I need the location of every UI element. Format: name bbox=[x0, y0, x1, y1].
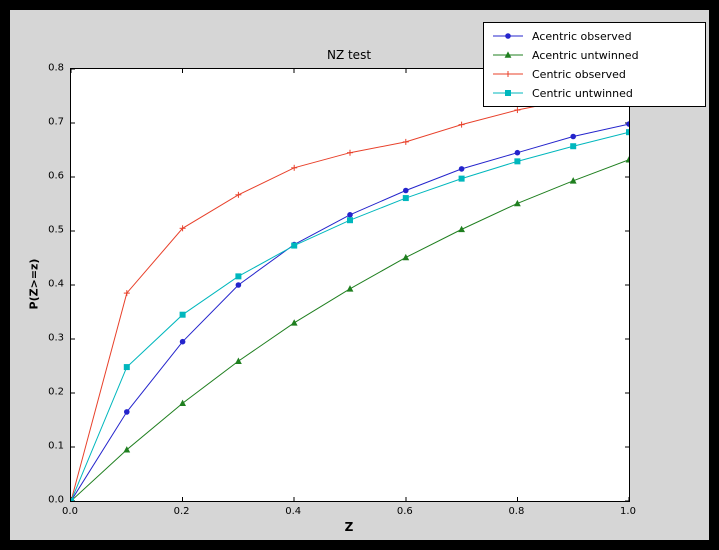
x-tick-label: 0.0 bbox=[62, 506, 78, 517]
y-tick-label: 0.4 bbox=[48, 278, 64, 290]
y-tick-label: 0.7 bbox=[48, 116, 64, 128]
legend-entry: Acentric observed bbox=[491, 28, 698, 44]
legend-entry: Acentric untwinned bbox=[491, 47, 698, 63]
y-tick-label: 0.6 bbox=[48, 170, 64, 182]
legend-line-sample bbox=[493, 71, 523, 77]
y-tick-label: 0.1 bbox=[48, 440, 64, 452]
y-tick-label: 0.3 bbox=[48, 332, 64, 344]
figure-canvas: NZ test P(Z>=z) Z 0.0 0.2 0.4 0.6 0.8 1.0 0.0 0… bbox=[10, 10, 709, 540]
plot-area bbox=[70, 68, 630, 502]
legend-label: Centric untwinned bbox=[532, 86, 633, 100]
legend-entry: Centric untwinned bbox=[491, 85, 698, 101]
x-tick-label: 1.0 bbox=[620, 506, 636, 517]
legend-line-sample bbox=[493, 51, 523, 58]
x-axis-label: Z bbox=[344, 520, 354, 534]
x-tick-label: 0.2 bbox=[173, 506, 190, 517]
x-tick-label: 0.8 bbox=[508, 506, 525, 517]
legend-entry: Centric observed bbox=[491, 66, 698, 82]
legend-label: Centric observed bbox=[532, 67, 626, 81]
y-tick-label: 0.5 bbox=[48, 224, 64, 236]
legend-label: Acentric untwinned bbox=[532, 48, 639, 62]
x-tick-label: 0.6 bbox=[396, 506, 413, 517]
y-tick-label: 0.2 bbox=[48, 386, 64, 398]
chart-title: NZ test bbox=[326, 48, 372, 62]
y-tick-label: 0.0 bbox=[48, 494, 64, 506]
legend-line-sample bbox=[493, 90, 523, 96]
legend-label: Acentric observed bbox=[532, 29, 632, 43]
x-tick-label: 0.4 bbox=[285, 506, 302, 517]
legend-line-sample bbox=[493, 33, 523, 39]
plot-lines bbox=[71, 69, 629, 501]
y-tick-label: 0.8 bbox=[48, 62, 64, 74]
legend: Acentric observed Acentric untwinned Centr… bbox=[483, 22, 706, 107]
